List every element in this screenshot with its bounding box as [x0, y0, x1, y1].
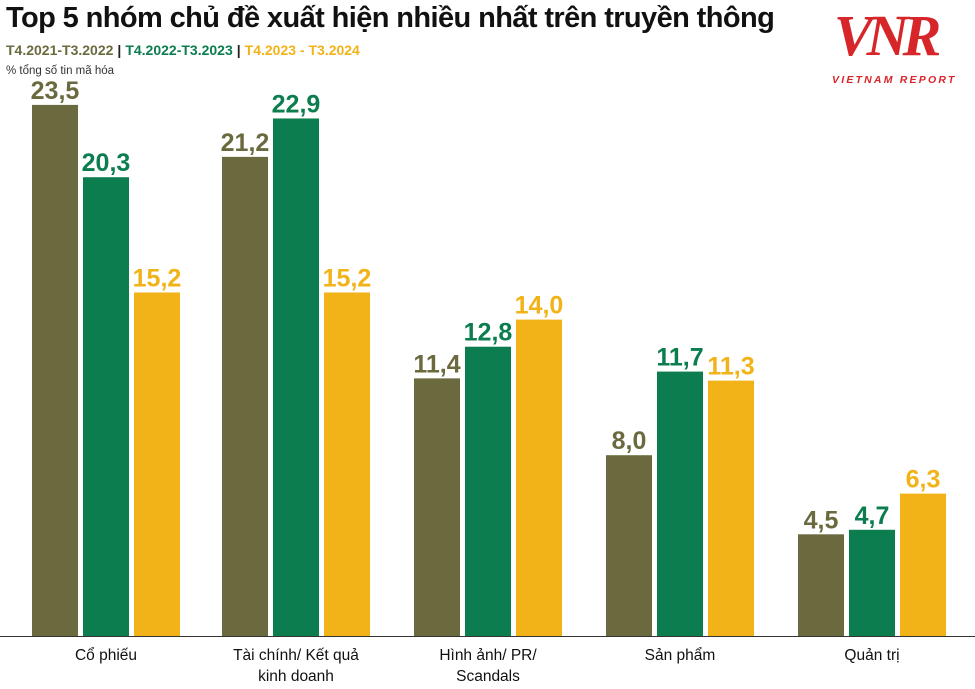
bar	[465, 346, 511, 636]
data-label: 14,0	[515, 292, 564, 320]
legend-item-series-3: T4.2023 - T3.2024	[244, 42, 360, 58]
data-label: 15,2	[133, 264, 182, 292]
data-label: 11,4	[413, 350, 460, 378]
bar	[273, 118, 319, 636]
logo-mark: VNR	[834, 3, 941, 68]
bar	[83, 177, 129, 636]
bar	[222, 156, 268, 636]
legend-item-series-2: T4.2022-T3.2023	[125, 42, 233, 58]
category-label: Hình ảnh/ PR/	[439, 647, 537, 664]
bar	[134, 292, 180, 636]
bar	[900, 493, 946, 636]
legend-separator: |	[236, 42, 241, 58]
bar	[849, 529, 895, 636]
category-label: Tài chính/ Kết quả	[233, 647, 359, 664]
bar	[798, 534, 844, 636]
bar	[708, 380, 754, 636]
data-label: 8,0	[612, 427, 647, 455]
legend: T4.2021-T3.2022 | T4.2022-T3.2023 | T4.2023 …	[6, 42, 360, 58]
data-label: 4,5	[804, 506, 839, 534]
bar	[414, 378, 460, 636]
category-label: Sản phẩm	[645, 647, 716, 664]
data-label: 11,3	[707, 353, 754, 381]
unit-label: % tổng số tin mã hóa	[6, 65, 115, 77]
data-label: 23,5	[31, 77, 80, 105]
category-label: Quản trị	[844, 647, 899, 664]
vietnam-report-logo: VNR VIETNAM REPORT	[826, 0, 975, 92]
bar	[324, 292, 370, 636]
legend-separator: |	[117, 42, 122, 58]
bar	[606, 455, 652, 636]
bar	[516, 319, 562, 636]
category-label: Scandals	[456, 668, 520, 685]
legend-item-series-1: T4.2021-T3.2022	[6, 42, 114, 58]
category-label: Cổ phiếu	[75, 647, 137, 664]
data-label: 22,9	[272, 90, 321, 118]
data-label: 4,7	[855, 502, 890, 530]
data-label: 11,7	[656, 344, 703, 372]
data-label: 15,2	[323, 264, 372, 292]
category-label: kinh doanh	[258, 668, 334, 685]
bar	[32, 104, 78, 636]
chart-title: Top 5 nhóm chủ đề xuất hiện nhiều nhất t…	[6, 2, 775, 34]
data-label: 12,8	[464, 319, 513, 347]
data-label: 6,3	[906, 466, 941, 494]
logo-subtitle: VIETNAM REPORT	[832, 74, 957, 86]
data-label: 21,2	[221, 129, 270, 157]
bar	[657, 371, 703, 636]
data-label: 20,3	[82, 149, 131, 177]
